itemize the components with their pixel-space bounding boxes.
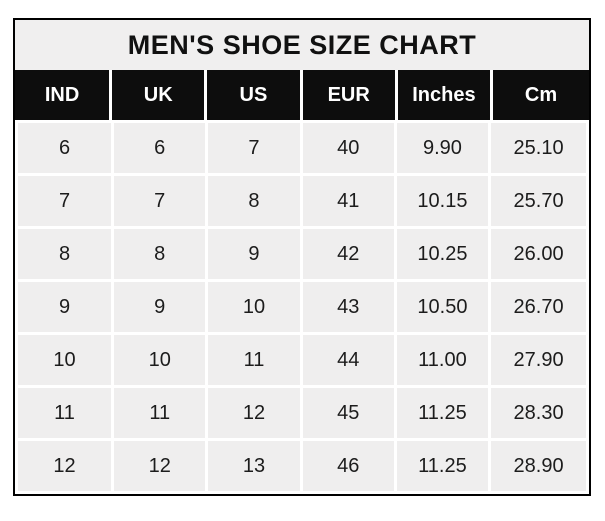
table-cell: 43: [302, 282, 394, 332]
column-header-us: US: [207, 70, 300, 120]
table-cell: 11.00: [396, 335, 489, 385]
table-cell: 7: [18, 176, 112, 226]
table-cell: 44: [302, 335, 394, 385]
table-cell: 10: [114, 335, 206, 385]
table-cell: 41: [302, 176, 394, 226]
table-cell: 10: [208, 282, 300, 332]
table-body: 6 6 7 40 9.90 25.10 7 7 8 41 10.15 25.70 8 8 9 42 10.25 2…: [15, 120, 589, 494]
table-cell: 40: [302, 123, 394, 173]
table-cell: 9.90: [396, 123, 489, 173]
column-header-inches: Inches: [397, 70, 491, 120]
table-cell: 11.25: [396, 388, 489, 438]
table-cell: 8: [114, 229, 206, 279]
table-cell: 26.00: [491, 229, 586, 279]
table-cell: 11: [208, 335, 300, 385]
table-cell: 10.50: [396, 282, 489, 332]
table-cell: 10.25: [396, 229, 489, 279]
table-cell: 12: [114, 441, 206, 491]
table-cell: 8: [208, 176, 300, 226]
table-cell: 10.15: [396, 176, 489, 226]
table-cell: 46: [302, 441, 394, 491]
table-cell: 11.25: [396, 441, 489, 491]
table-cell: 11: [114, 388, 206, 438]
column-header-uk: UK: [112, 70, 205, 120]
table-cell: 26.70: [491, 282, 586, 332]
shoe-size-chart: MEN'S SHOE SIZE CHART IND UK US EUR Inches Cm…: [13, 18, 591, 496]
table-cell: 25.70: [491, 176, 586, 226]
table-cell: 28.30: [491, 388, 586, 438]
table-cell: 9: [208, 229, 300, 279]
table-header-row: IND UK US EUR Inches Cm: [15, 70, 589, 120]
column-header-cm: Cm: [493, 70, 589, 120]
table-cell: 28.90: [491, 441, 586, 491]
column-header-ind: IND: [15, 70, 110, 120]
column-header-eur: EUR: [302, 70, 395, 120]
table-cell: 9: [114, 282, 206, 332]
table-cell: 6: [18, 123, 112, 173]
table-cell: 10: [18, 335, 112, 385]
table-cell: 42: [302, 229, 394, 279]
table-cell: 45: [302, 388, 394, 438]
table-cell: 27.90: [491, 335, 586, 385]
table-cell: 12: [18, 441, 112, 491]
table-cell: 13: [208, 441, 300, 491]
table-cell: 7: [208, 123, 300, 173]
table-cell: 25.10: [491, 123, 586, 173]
table-cell: 11: [18, 388, 112, 438]
table-cell: 9: [18, 282, 112, 332]
chart-title: MEN'S SHOE SIZE CHART: [15, 20, 589, 70]
table-cell: 12: [208, 388, 300, 438]
table-cell: 7: [114, 176, 206, 226]
table-cell: 6: [114, 123, 206, 173]
table-cell: 8: [18, 229, 112, 279]
